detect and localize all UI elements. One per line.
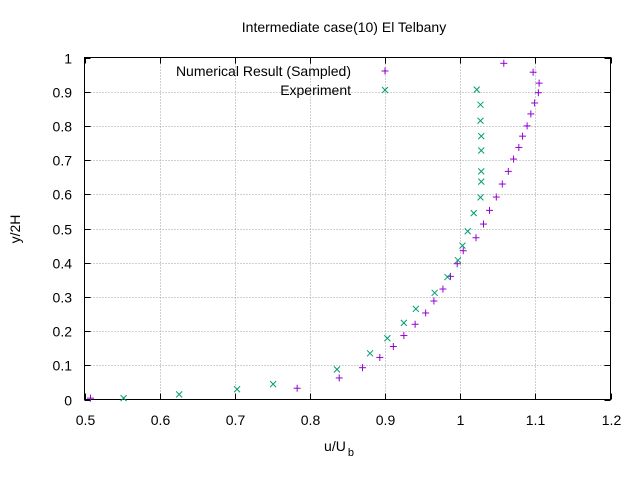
y-tick-label: 0.2: [53, 324, 73, 340]
numerical-point: [439, 285, 447, 293]
x-axis-label: u/U b: [324, 438, 354, 459]
numerical-point: [498, 180, 506, 188]
x-tick-label: 0.8: [301, 412, 321, 428]
experiment-point: [477, 101, 484, 109]
numerical-point: [531, 99, 539, 107]
x-tick-label: 0.7: [226, 412, 246, 428]
y-tick-label: 0: [64, 393, 72, 409]
experiment-point: [175, 391, 183, 398]
y-tick-label: 0.5: [53, 222, 73, 238]
x-tick-label: 0.5: [76, 412, 96, 428]
legend-plus-marker: [381, 67, 389, 75]
legend-label-experiment: Experiment: [280, 82, 351, 98]
y-tick-label: 0.7: [53, 153, 73, 169]
y-tick-label: 0.4: [53, 256, 73, 272]
numerical-point: [422, 309, 430, 317]
experiment-point: [477, 168, 485, 175]
y-tick-label: 0.3: [53, 290, 73, 306]
numerical-point: [335, 374, 343, 382]
legend-cross-marker: [381, 86, 389, 94]
experiment-point: [412, 305, 420, 313]
numerical-point: [534, 89, 542, 97]
x-axis-label-main: u/U: [324, 438, 346, 454]
numerical-point: [500, 59, 508, 67]
experiment-point: [120, 394, 127, 402]
experiment-point: [383, 334, 391, 342]
legend-marker-numerical: [381, 67, 389, 75]
x-axis-label-subscript: b: [348, 447, 354, 459]
legend-label-numerical: Numerical Result (Sampled): [176, 63, 351, 79]
numerical-point: [472, 234, 480, 242]
grid-lines: [84, 57, 611, 400]
numerical-point: [510, 155, 518, 163]
legend-marker-experiment: [381, 86, 389, 94]
numerical-point: [527, 110, 535, 118]
numerical-point: [480, 220, 488, 228]
experiment-point: [477, 132, 485, 140]
numerical-point: [389, 342, 397, 350]
x-tick-label: 1: [457, 412, 465, 428]
numerical-point: [535, 79, 543, 87]
numerical-point: [486, 206, 494, 214]
experiment-point: [431, 289, 439, 297]
y-tick-label: 0.8: [53, 119, 73, 135]
numerical-point: [376, 353, 384, 361]
experiment-point: [470, 209, 478, 217]
x-tick-label: 0.9: [376, 412, 396, 428]
legend: Numerical Result (Sampled) Experiment: [176, 63, 389, 98]
numerical-point: [430, 297, 438, 305]
axis-ticks: 0.5 0.6 0.7 0.8 0.9 1 1.1 1.2 0 0.1 0.2 0.3 0.4 0.5 0.…: [53, 51, 622, 429]
x-tick-label: 1.2: [602, 412, 622, 428]
numerical-point: [359, 364, 367, 372]
experiment-point: [366, 349, 374, 357]
y-tick-label: 0.6: [53, 187, 73, 203]
numerical-point: [529, 68, 537, 76]
x-tick-label: 1.1: [526, 412, 546, 428]
experiment-point: [464, 227, 472, 235]
experiment-point: [473, 86, 481, 94]
y-tick-label: 0.1: [53, 358, 73, 374]
x-tick-label: 0.6: [151, 412, 171, 428]
experiment-point: [333, 366, 341, 373]
numerical-point: [411, 320, 419, 328]
numerical-point: [400, 332, 408, 340]
y-axis-label: y/2H: [7, 215, 23, 244]
experiment-point: [400, 319, 408, 327]
experiment-point: [269, 380, 277, 388]
experiment-point: [477, 117, 484, 125]
data-points: [87, 59, 543, 402]
experiment-point: [454, 256, 462, 264]
numerical-point: [519, 132, 527, 140]
experiment-point: [477, 147, 485, 154]
y-tick-label: 0.9: [53, 85, 73, 101]
experiment-point: [233, 385, 241, 393]
numerical-point: [523, 122, 531, 130]
numerical-point: [459, 247, 467, 255]
chart-title: Intermediate case(10) El Telbany: [242, 19, 446, 35]
numerical-point: [492, 193, 500, 201]
numerical-point: [87, 394, 95, 402]
y-tick-label: 1: [64, 51, 72, 67]
experiment-point: [477, 194, 484, 201]
experiment-point: [444, 273, 451, 281]
plot-frame: [84, 57, 611, 400]
numerical-point: [515, 143, 523, 151]
numerical-point: [504, 167, 512, 175]
numerical-point: [293, 384, 301, 392]
experiment-point: [459, 242, 466, 249]
experiment-point: [477, 178, 485, 185]
